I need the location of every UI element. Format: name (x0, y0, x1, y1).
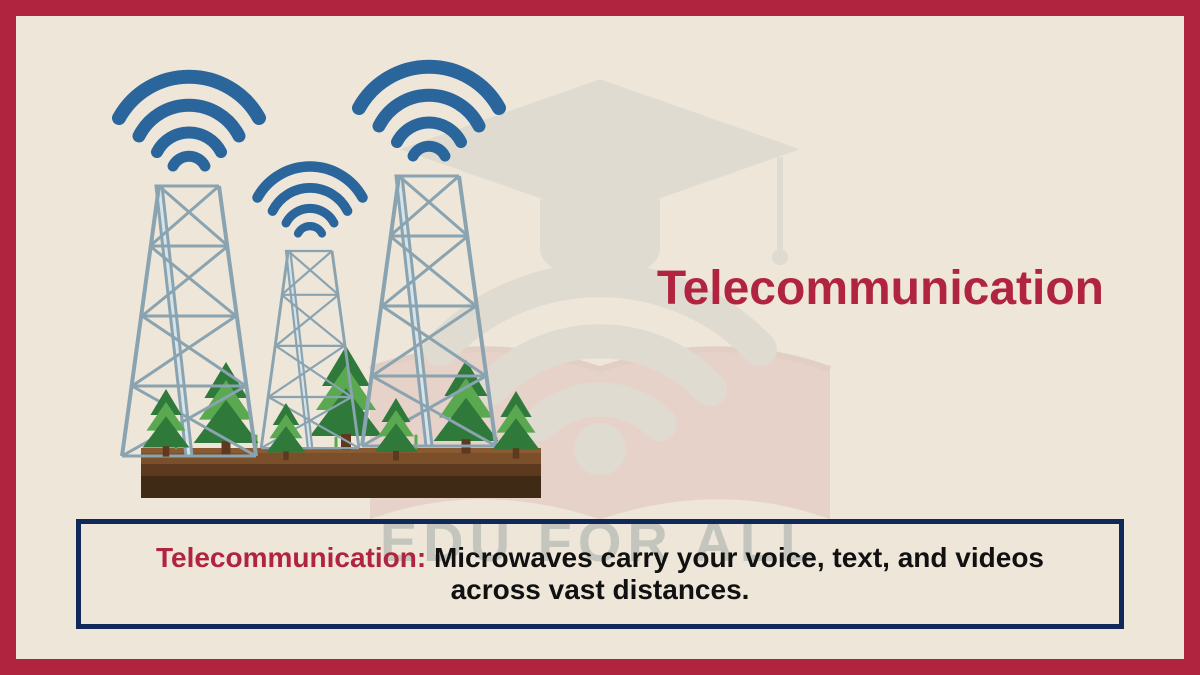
content-area: Telecommunication Telecommunication: Mic… (16, 16, 1184, 659)
caption-lead: Telecommunication: (156, 542, 434, 573)
caption-body: Microwaves carry your voice, text, and v… (434, 542, 1044, 605)
infographic-frame: EDU FOR ALL (0, 0, 1200, 675)
caption-box: Telecommunication: Microwaves carry your… (76, 519, 1124, 629)
telecom-illustration (86, 56, 566, 476)
page-title: Telecommunication (657, 261, 1104, 316)
